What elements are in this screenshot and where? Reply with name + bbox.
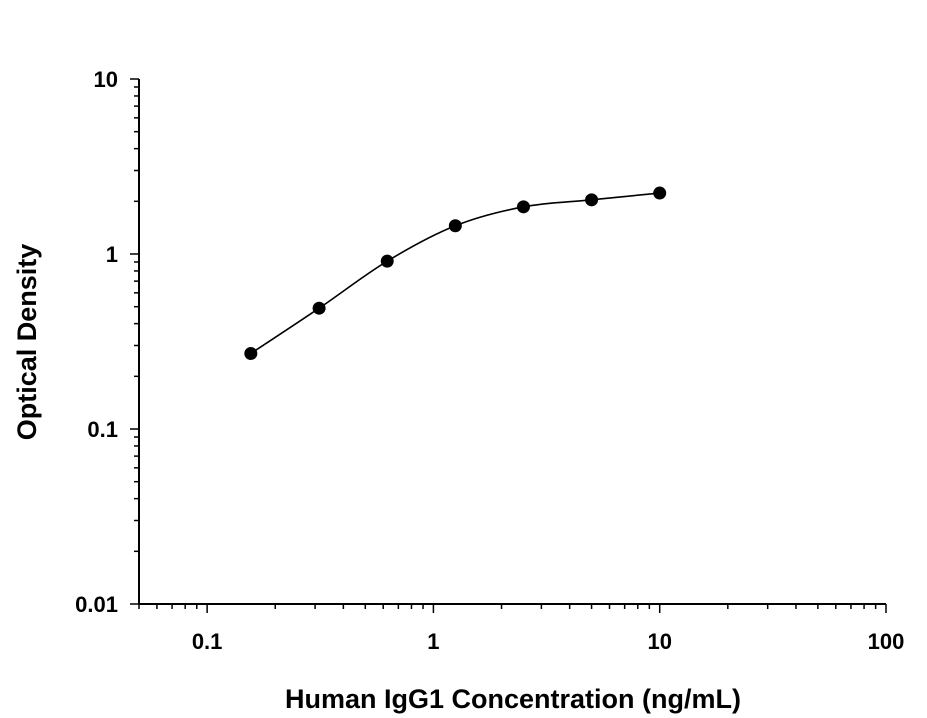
y-tick-label: 10 xyxy=(94,67,118,92)
data-point xyxy=(244,347,258,361)
data-points xyxy=(244,186,667,361)
x-tick-label: 100 xyxy=(868,629,905,654)
y-tick-label: 0.01 xyxy=(75,592,118,617)
data-point xyxy=(312,301,326,315)
x-tick-label: 1 xyxy=(427,629,439,654)
y-tick-label: 1 xyxy=(106,242,118,267)
x-tick-label: 10 xyxy=(647,629,671,654)
x-axis-label: Human IgG1 Concentration (ng/mL) xyxy=(285,684,741,714)
data-point xyxy=(653,186,667,200)
x-tick-label: 0.1 xyxy=(192,629,223,654)
y-tick-labels: 0.01 0.1 1 10 xyxy=(75,67,118,617)
data-point xyxy=(448,219,462,233)
data-point xyxy=(585,193,599,207)
y-axis-label: Optical Density xyxy=(12,244,42,441)
x-tick-labels: 0.1 1 10 100 xyxy=(192,629,905,654)
data-point xyxy=(516,200,530,214)
axes xyxy=(130,78,887,613)
data-point xyxy=(380,254,394,268)
y-tick-label: 0.1 xyxy=(87,417,118,442)
fit-curve xyxy=(250,192,660,355)
